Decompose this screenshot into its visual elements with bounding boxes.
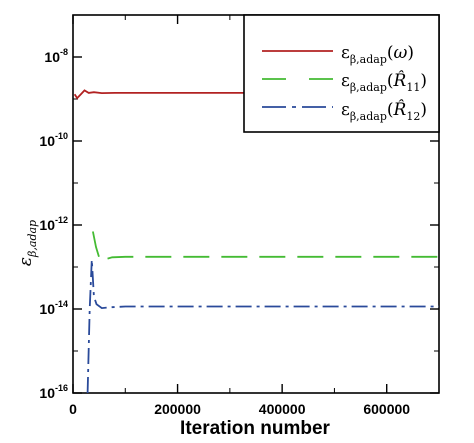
series-line-2 bbox=[92, 231, 439, 263]
legend: εβ,adap(ω) εβ,adap(R̂11) εβ,adap(R̂12) bbox=[243, 14, 440, 133]
x-tick-labels: 0 200000 400000 600000 bbox=[69, 401, 410, 417]
y-tick-label: 10-14 bbox=[39, 299, 68, 317]
svg-text:εβ,adap: εβ,adap bbox=[16, 220, 39, 266]
series-line-3 bbox=[86, 259, 439, 393]
y-tick-labels: 10-16 10-14 10-12 10-10 10-8 bbox=[39, 47, 68, 401]
y-tick-label: 10-12 bbox=[39, 215, 68, 233]
y-tick-label: 10-16 bbox=[39, 383, 68, 401]
x-tick-label: 200000 bbox=[154, 401, 201, 417]
legend-swatches bbox=[262, 50, 333, 108]
y-axis-title: εβ,adap bbox=[16, 220, 39, 266]
x-tick-label: 400000 bbox=[259, 401, 306, 417]
x-axis-title: Iteration number bbox=[180, 418, 331, 439]
series-lines bbox=[73, 89, 439, 393]
x-tick-label: 600000 bbox=[363, 401, 410, 417]
legend-box bbox=[243, 14, 440, 133]
y-tick-label: 10-8 bbox=[44, 47, 68, 65]
y-tick-label: 10-10 bbox=[39, 131, 68, 149]
x-tick-label: 0 bbox=[69, 401, 77, 417]
